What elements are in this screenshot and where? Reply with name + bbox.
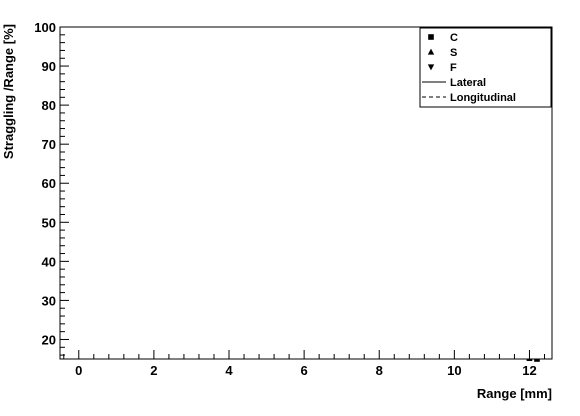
x-tick-label: 4 bbox=[225, 363, 233, 378]
legend-label-longitudinal: Longitudinal bbox=[450, 92, 516, 104]
y-tick-label: 100 bbox=[34, 20, 56, 35]
y-tick-label: 90 bbox=[42, 59, 56, 74]
legend-label-f: F bbox=[450, 62, 457, 74]
legend-marker-s bbox=[427, 48, 435, 55]
x-tick-label: 2 bbox=[150, 363, 157, 378]
legend-marker-c bbox=[428, 34, 434, 40]
x-axis-title: Range [mm] bbox=[477, 386, 552, 401]
x-tick-label: 10 bbox=[447, 363, 461, 378]
x-tick-label: 12 bbox=[522, 363, 536, 378]
y-tick-label: 60 bbox=[42, 176, 56, 191]
legend-label-s: S bbox=[450, 47, 457, 59]
y-tick-label: 30 bbox=[42, 293, 56, 308]
legend: CSF Lateral Longitudinal bbox=[419, 27, 552, 108]
x-tick-label: 6 bbox=[301, 363, 308, 378]
y-tick-label: 70 bbox=[42, 137, 56, 152]
y-tick-label: 80 bbox=[42, 98, 56, 113]
y-tick-label: 20 bbox=[42, 332, 56, 347]
x-tick-label: 8 bbox=[376, 363, 383, 378]
legend-marker-f bbox=[427, 64, 435, 71]
legend-label-lateral: Lateral bbox=[450, 77, 486, 89]
y-tick-label: 40 bbox=[42, 254, 56, 269]
y-tick-label: 50 bbox=[42, 215, 56, 230]
legend-box bbox=[419, 27, 552, 108]
legend-label-c: C bbox=[450, 32, 458, 44]
x-tick-label: 0 bbox=[75, 363, 82, 378]
y-axis-title: Straggling /Range [%] bbox=[1, 24, 16, 159]
